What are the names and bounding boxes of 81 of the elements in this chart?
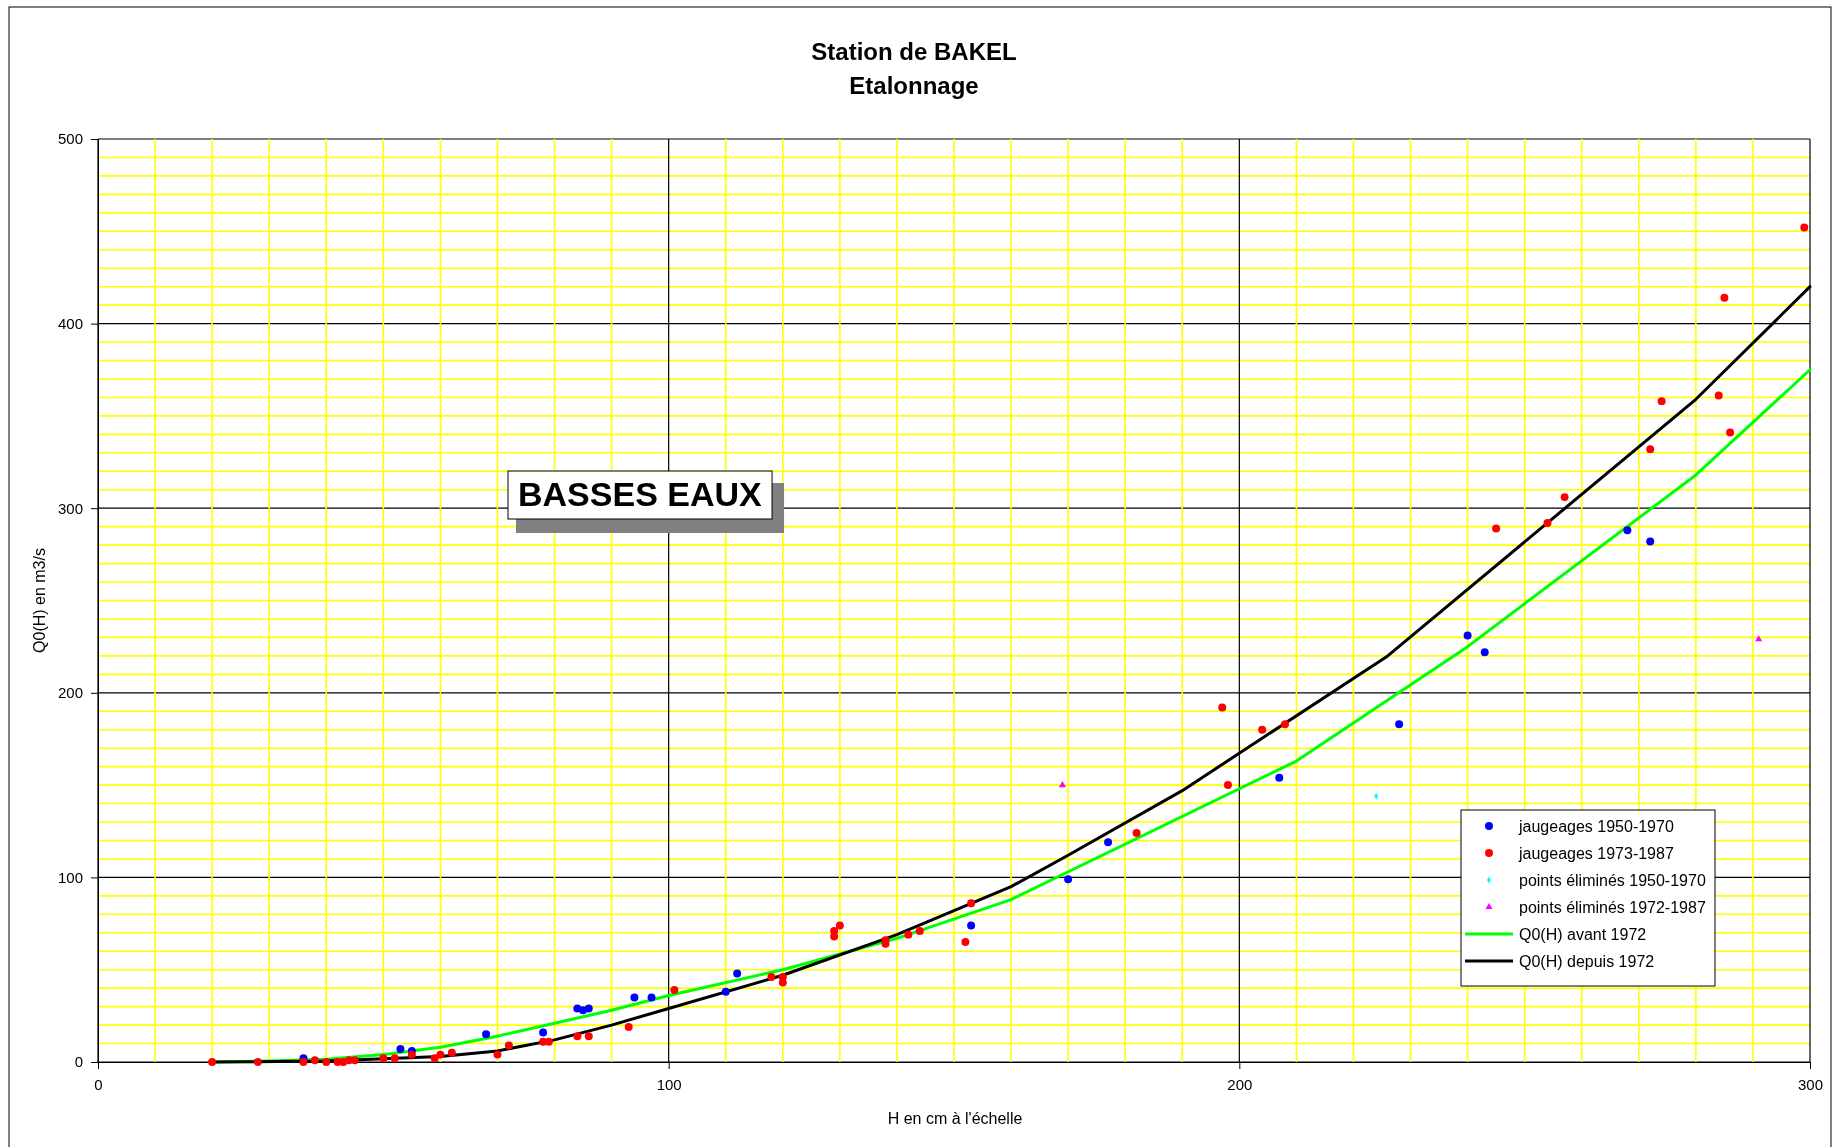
x-tick-label: 300	[1797, 1075, 1824, 1093]
point	[1104, 838, 1113, 847]
chart-subtitle: Etalonnage	[849, 72, 979, 99]
legend-label: Q0(H) depuis 1972	[1519, 953, 1655, 970]
y-tick-label: 200	[57, 684, 83, 702]
point	[482, 1030, 491, 1039]
legend-label: points éliminés 1972-1987	[1519, 899, 1706, 916]
point	[1064, 875, 1073, 884]
point	[407, 1050, 416, 1059]
point	[1395, 720, 1404, 729]
y-axis-title: Q0(H) en m3/s	[31, 548, 48, 653]
y-tick-label: 100	[57, 868, 83, 886]
point	[835, 921, 844, 930]
point	[630, 993, 639, 1002]
point	[647, 993, 656, 1002]
point	[721, 987, 730, 996]
point	[1657, 397, 1666, 406]
point	[350, 1056, 359, 1065]
legend-label: jaugeages 1973-1987	[1518, 845, 1674, 862]
x-tick-label: 100	[656, 1075, 682, 1093]
point	[396, 1045, 405, 1054]
point	[830, 932, 839, 941]
chart-title: Station de BAKEL	[811, 38, 1017, 65]
point	[322, 1058, 331, 1066]
x-axis-title: H en cm à l'échelle	[887, 1110, 1023, 1127]
point	[1720, 293, 1729, 302]
point	[493, 1050, 502, 1059]
point	[573, 1032, 582, 1041]
point	[1800, 223, 1809, 232]
point	[624, 1022, 633, 1031]
y-tick-label: 0	[74, 1053, 83, 1071]
point	[1132, 829, 1141, 838]
point	[584, 1004, 593, 1013]
point	[390, 1054, 399, 1063]
point	[1560, 493, 1569, 502]
x-tick-label: 200	[1227, 1075, 1253, 1093]
annotation: BASSES EAUX	[518, 475, 763, 513]
point	[1281, 720, 1289, 729]
point	[1646, 445, 1655, 454]
point	[1058, 780, 1066, 788]
point	[379, 1054, 388, 1063]
point	[1275, 773, 1284, 782]
legend-label: Q0(H) avant 1972	[1519, 926, 1647, 943]
point	[584, 1032, 593, 1041]
point	[447, 1048, 456, 1057]
point	[1623, 526, 1632, 535]
point	[778, 978, 787, 987]
point	[436, 1050, 445, 1059]
point	[915, 926, 924, 935]
point	[733, 969, 742, 978]
point	[961, 938, 970, 946]
point	[1480, 648, 1489, 657]
point	[1755, 635, 1763, 642]
y-tick-label: 300	[57, 499, 83, 517]
point	[1218, 703, 1227, 712]
point	[1492, 524, 1501, 533]
point	[1543, 518, 1552, 527]
point	[544, 1037, 553, 1046]
y-tick-label: 400	[57, 314, 83, 332]
point	[310, 1056, 319, 1065]
point	[1223, 781, 1232, 790]
point	[967, 899, 976, 908]
point	[1714, 391, 1723, 400]
point	[1646, 537, 1655, 546]
point	[430, 1054, 439, 1063]
point	[208, 1058, 217, 1066]
legend-label: points éliminés 1950-1970	[1519, 872, 1706, 889]
point	[253, 1058, 262, 1066]
point	[299, 1058, 308, 1066]
point	[967, 921, 976, 930]
point	[767, 973, 776, 982]
point	[504, 1041, 513, 1050]
point	[1258, 725, 1267, 734]
point	[904, 930, 913, 939]
point	[539, 1028, 548, 1037]
point	[1463, 631, 1472, 640]
y-tick-label: 500	[57, 130, 83, 148]
x-tick-label: 0	[94, 1075, 103, 1093]
point	[670, 986, 679, 994]
point	[1726, 428, 1735, 437]
legend-label: jaugeages 1950-1970	[1518, 818, 1674, 835]
